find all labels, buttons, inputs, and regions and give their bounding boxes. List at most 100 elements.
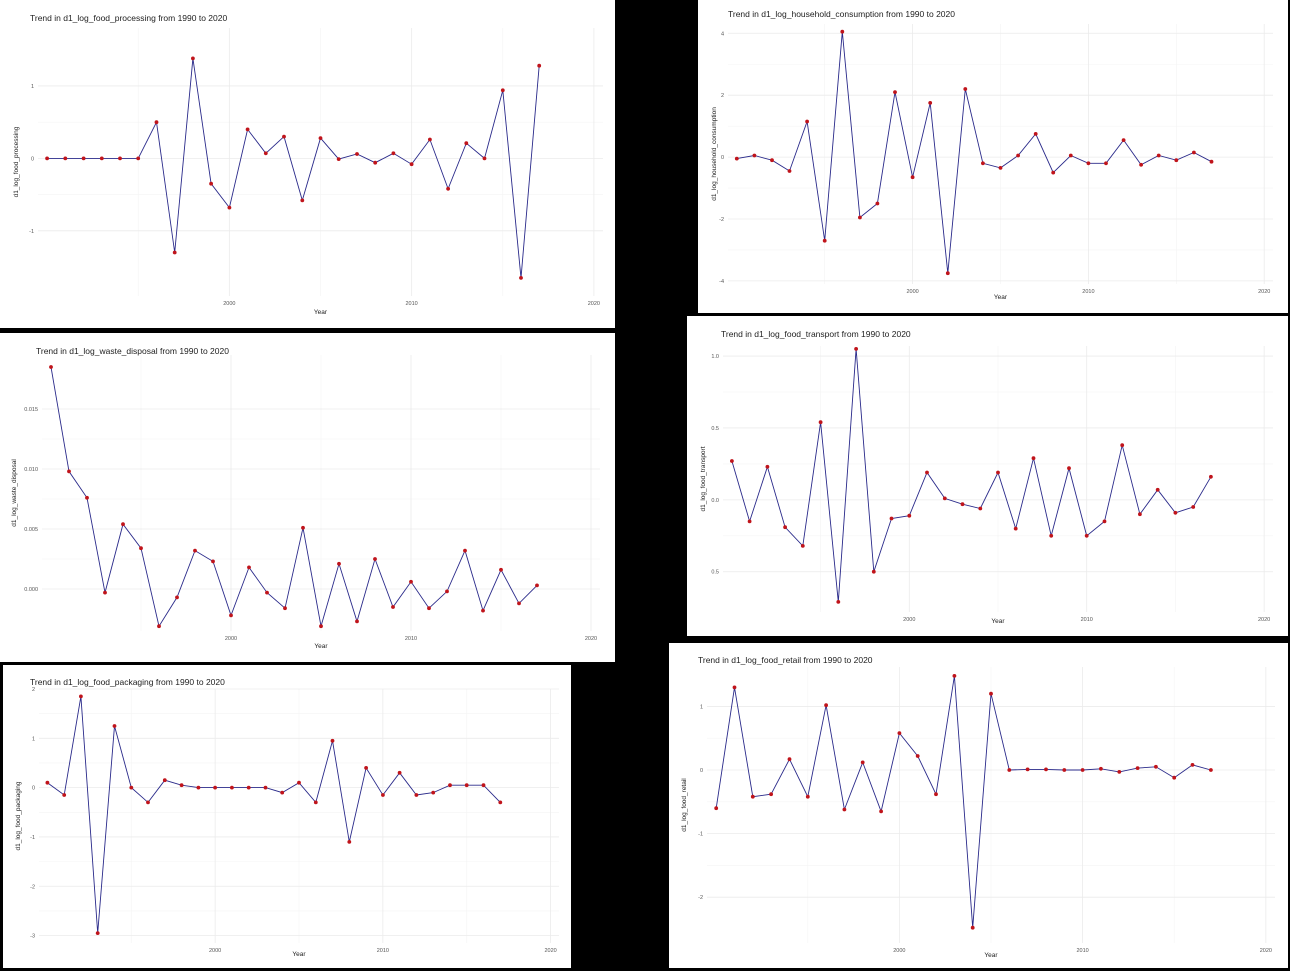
data-point: [464, 783, 469, 788]
data-point: [246, 785, 251, 790]
data-point: [355, 619, 359, 624]
data-point: [499, 567, 503, 572]
data-point: [970, 925, 975, 930]
data-point: [172, 250, 177, 255]
data-point: [1104, 161, 1108, 166]
data-point: [714, 806, 719, 811]
data-point: [319, 624, 323, 629]
data-point: [1154, 764, 1158, 769]
y-tick-label: 2: [32, 687, 35, 693]
chart-svg-household-consumption: 2000 2010 2020 -4 -2 0 2 4 Trend in d1_log_house…: [711, 9, 1273, 301]
data-point: [747, 519, 752, 524]
data-point: [481, 608, 485, 613]
x-tick-label: 2010: [405, 636, 417, 642]
x-axis-label: Year: [292, 951, 306, 958]
data-point: [1033, 132, 1038, 136]
data-point: [62, 793, 67, 797]
series-line: [50, 366, 538, 628]
x-tick-label: 2010: [1081, 617, 1093, 623]
y-axis-label: d1_log_food_packaging: [15, 781, 22, 850]
data-point: [336, 157, 341, 162]
data-point: [263, 785, 268, 790]
data-point: [245, 127, 250, 132]
chart-panel-waste-disposal: 2000 2010 2020 0.000 0.005 0.010 0.015 Trend in…: [0, 333, 615, 662]
data-point: [928, 101, 933, 105]
data-point: [283, 606, 287, 611]
data-point: [517, 601, 521, 606]
data-point: [1016, 153, 1020, 158]
y-tick-label: 0: [721, 155, 724, 161]
data-point: [1013, 526, 1018, 531]
data-point: [942, 496, 947, 501]
y-tick-label: 0.5: [711, 426, 719, 432]
data-point: [889, 516, 894, 521]
data-point: [818, 420, 823, 425]
data-point: [854, 347, 858, 351]
data-point: [227, 205, 232, 210]
data-point: [1138, 512, 1142, 517]
y-tick-label: -1: [29, 229, 34, 235]
chart-panel-food-transport: 2000 2010 2020 0.5 0.0 0.5 1.0 Trend in d1_log_…: [687, 316, 1288, 636]
y-tick-label: 0.5: [711, 570, 719, 576]
x-tick-label: 2010: [377, 948, 389, 954]
data-point: [103, 590, 107, 595]
data-point: [963, 87, 968, 91]
data-point: [146, 800, 150, 805]
data-point: [129, 785, 134, 790]
data-point: [1084, 533, 1089, 538]
data-point: [230, 785, 234, 790]
data-point: [1191, 505, 1196, 509]
data-point: [191, 56, 195, 61]
data-point: [446, 186, 450, 191]
y-tick-label: 0.015: [24, 407, 38, 413]
data-point: [893, 90, 897, 94]
data-point: [1117, 770, 1122, 774]
series-line: [47, 58, 540, 278]
data-point: [952, 674, 957, 678]
data-point: [263, 151, 268, 156]
y-tick-label: -1: [698, 832, 703, 838]
data-point: [112, 724, 117, 728]
data-point: [805, 794, 810, 799]
data-point: [1080, 768, 1085, 772]
data-point: [265, 590, 269, 595]
y-tick-label: 0.010: [24, 467, 38, 473]
data-point: [139, 546, 143, 551]
x-tick-label: 2020: [588, 301, 600, 307]
x-tick-label: 2020: [544, 948, 556, 954]
y-axis-label: d1_log_waste_disposal: [11, 459, 18, 527]
data-point: [162, 778, 167, 783]
data-point: [1120, 443, 1125, 448]
x-tick-label: 2000: [209, 948, 221, 954]
y-tick-label: -2: [30, 884, 35, 890]
data-point: [1099, 766, 1103, 771]
data-point: [787, 757, 792, 762]
data-point: [750, 794, 755, 799]
y-tick-label: 1: [700, 704, 703, 710]
y-tick-label: 0.000: [24, 587, 38, 593]
x-tick-label: 2010: [1082, 289, 1094, 295]
data-point: [800, 544, 805, 548]
data-point: [179, 783, 184, 788]
data-point: [1173, 510, 1178, 515]
data-point: [1190, 763, 1195, 767]
data-point: [752, 153, 757, 158]
data-point: [1172, 775, 1177, 780]
data-point: [67, 469, 71, 474]
data-point: [860, 760, 865, 765]
data-point: [391, 151, 396, 156]
y-tick-label: -2: [698, 895, 703, 901]
data-point: [318, 136, 323, 141]
data-point: [300, 198, 305, 203]
data-point: [1067, 466, 1071, 471]
data-point: [765, 464, 770, 469]
data-point: [519, 276, 523, 280]
data-point: [1086, 161, 1091, 166]
x-axis-label: Year: [314, 309, 328, 316]
data-point: [1209, 768, 1213, 772]
data-point: [1209, 474, 1213, 479]
data-point: [770, 158, 774, 163]
data-point: [229, 613, 233, 618]
data-point: [397, 770, 402, 775]
data-point: [313, 800, 318, 805]
